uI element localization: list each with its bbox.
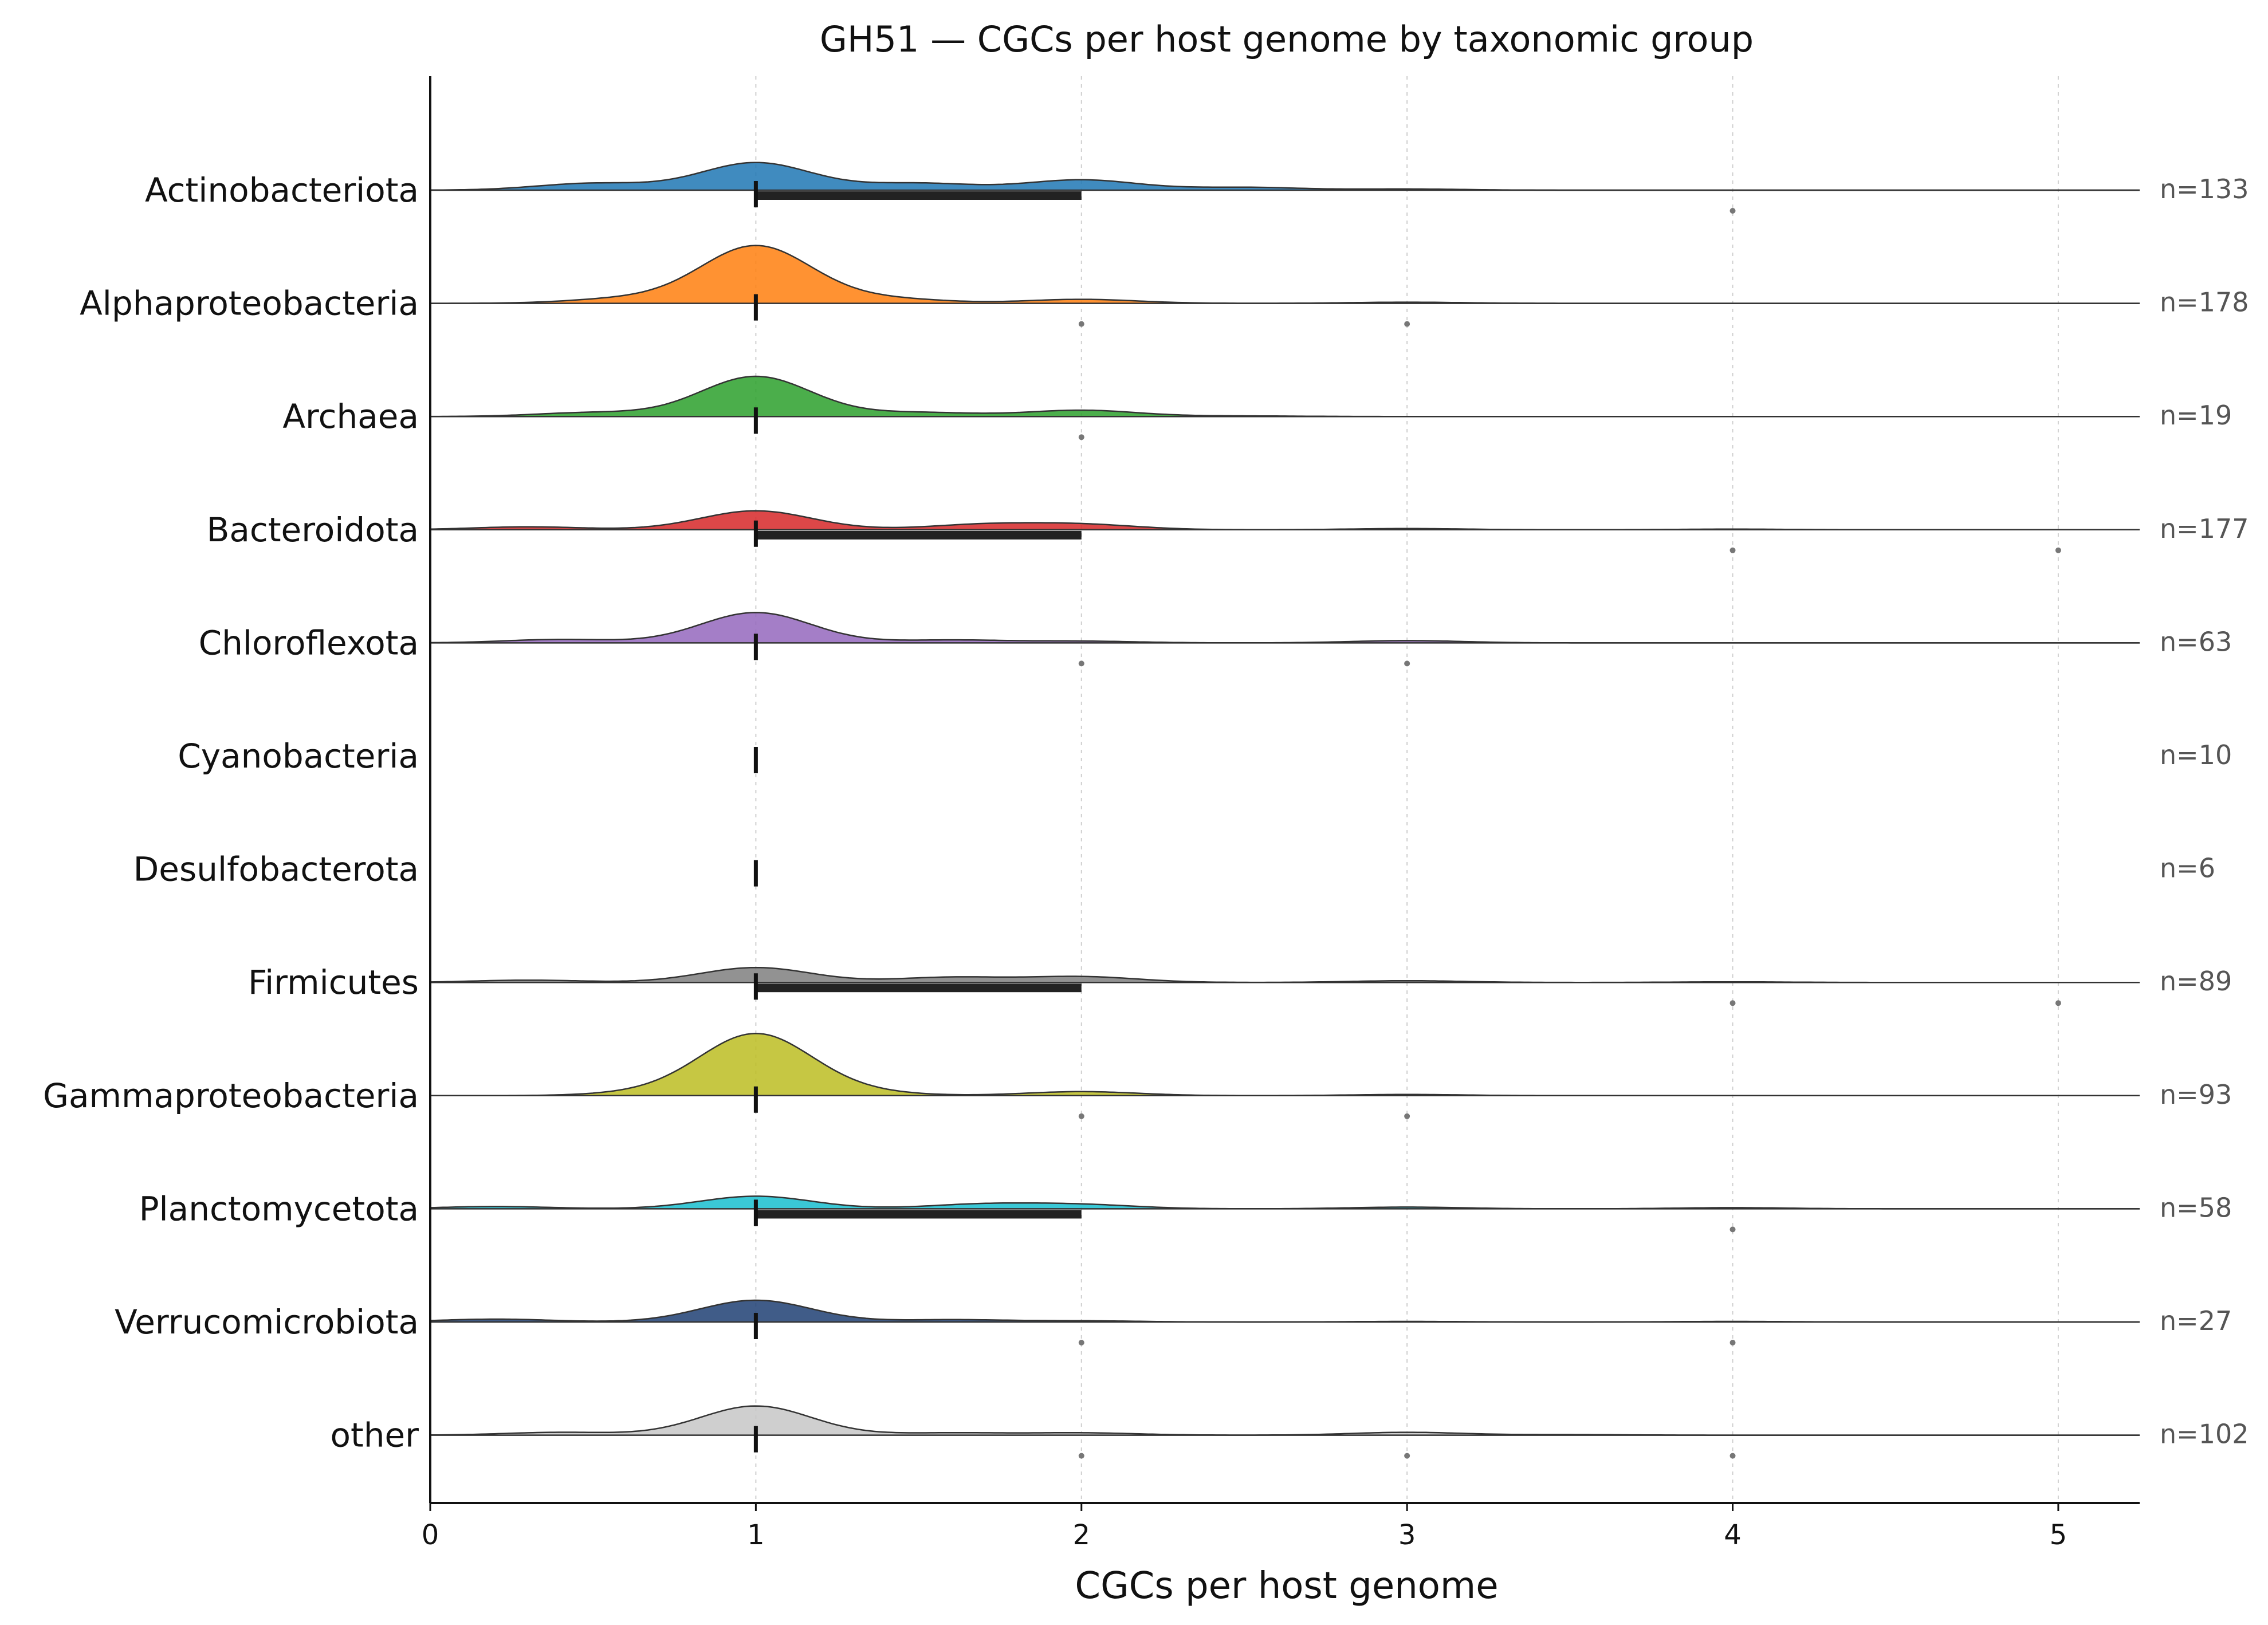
- x-tick-label: 4: [1724, 1519, 1742, 1551]
- category-label: other: [330, 1416, 419, 1455]
- sample-count-label: n=178: [2160, 287, 2249, 318]
- outlier-point: [1078, 321, 1084, 327]
- ridge-row: other n=102: [330, 1405, 2249, 1459]
- sample-count-label: n=89: [2160, 966, 2232, 997]
- outlier-point: [1730, 1226, 1736, 1233]
- sample-count-label: n=93: [2160, 1079, 2232, 1110]
- outlier-point: [1078, 660, 1084, 667]
- outlier-point: [2055, 547, 2061, 553]
- iqr-bar: [756, 530, 1082, 540]
- ridge-row: Actinobacteriota n=133: [145, 162, 2249, 214]
- ridge-row: Firmicutes n=89: [248, 963, 2232, 1006]
- category-label: Archaea: [282, 397, 419, 436]
- ridge-row: Archaea n=19: [282, 375, 2232, 440]
- ridge-row: Alphaproteobacteria n=178: [80, 245, 2249, 327]
- category-label: Gammaproteobacteria: [43, 1076, 419, 1115]
- outlier-point: [1730, 1453, 1736, 1459]
- x-tick-label: 0: [422, 1519, 439, 1551]
- grid-lines: [755, 76, 2059, 1503]
- category-label: Verrucomicrobiota: [115, 1303, 419, 1341]
- ridge-row: Bacteroidota n=177: [207, 510, 2249, 553]
- outlier-point: [1404, 660, 1410, 667]
- sample-count-label: n=19: [2160, 400, 2232, 431]
- ridge-row: Verrucomicrobiota n=27: [115, 1299, 2232, 1345]
- sample-count-label: n=102: [2160, 1419, 2249, 1450]
- ridge-row: Chloroflexota n=63: [199, 612, 2232, 667]
- ridge-row: Cyanobacteria n=10: [178, 737, 2232, 776]
- iqr-bar: [756, 983, 1082, 993]
- sample-count-label: n=27: [2160, 1305, 2232, 1336]
- ridge-row: Gammaproteobacteria n=93: [43, 1033, 2232, 1119]
- sample-count-label: n=63: [2160, 626, 2232, 657]
- x-tick-label: 2: [1072, 1519, 1090, 1551]
- outlier-point: [1404, 321, 1410, 327]
- density-fill: [430, 1406, 2140, 1435]
- chart-title: GH51 — CGCs per host genome by taxonomic…: [820, 18, 1754, 60]
- outlier-point: [1404, 1453, 1410, 1459]
- category-label: Bacteroidota: [207, 510, 419, 549]
- x-tick-label: 5: [2050, 1519, 2067, 1551]
- outlier-point: [1730, 1340, 1736, 1345]
- iqr-bar: [756, 1210, 1082, 1219]
- category-label: Firmicutes: [248, 963, 419, 1002]
- sample-count-label: n=6: [2160, 853, 2215, 884]
- category-label: Cyanobacteria: [178, 737, 419, 776]
- category-label: Planctomycetota: [139, 1189, 419, 1228]
- density-fill: [430, 1033, 2140, 1096]
- density-fill: [430, 612, 2140, 643]
- outlier-point: [1730, 208, 1736, 214]
- outlier-point: [1078, 1113, 1084, 1119]
- ridges: Actinobacteriota n=133 Alphaproteobacteria…: [43, 162, 2249, 1459]
- x-tick-label: 1: [747, 1519, 765, 1551]
- outlier-point: [1404, 1113, 1410, 1119]
- category-label: Desulfobacterota: [133, 850, 419, 889]
- outlier-point: [1730, 1000, 1736, 1006]
- x-ticks: 0 1 2 3 4 5: [422, 1503, 2067, 1551]
- sample-count-label: n=10: [2160, 739, 2232, 770]
- x-axis-label: CGCs per host genome: [1075, 1565, 1498, 1607]
- sample-count-label: n=58: [2160, 1192, 2232, 1223]
- density-fill: [430, 1196, 2140, 1209]
- category-label: Alphaproteobacteria: [80, 284, 419, 323]
- iqr-bar: [756, 191, 1082, 200]
- x-tick-label: 3: [1398, 1519, 1416, 1551]
- outlier-point: [1730, 547, 1736, 553]
- outlier-point: [1078, 1340, 1084, 1345]
- ridge-row: Planctomycetota n=58: [139, 1189, 2232, 1233]
- outlier-point: [1078, 1453, 1084, 1459]
- density-fill: [430, 1300, 2140, 1322]
- outlier-point: [1078, 434, 1084, 440]
- category-label: Actinobacteriota: [145, 171, 419, 210]
- category-label: Chloroflexota: [199, 623, 419, 662]
- density-fill: [430, 376, 2140, 417]
- density-fill: [430, 162, 2140, 190]
- sample-count-label: n=177: [2160, 513, 2249, 544]
- axes: [429, 76, 2140, 1504]
- outlier-point: [2055, 1000, 2061, 1006]
- sample-count-label: n=133: [2160, 174, 2249, 204]
- density-fill: [430, 510, 2140, 530]
- ridge-row: Desulfobacterota n=6: [133, 850, 2215, 889]
